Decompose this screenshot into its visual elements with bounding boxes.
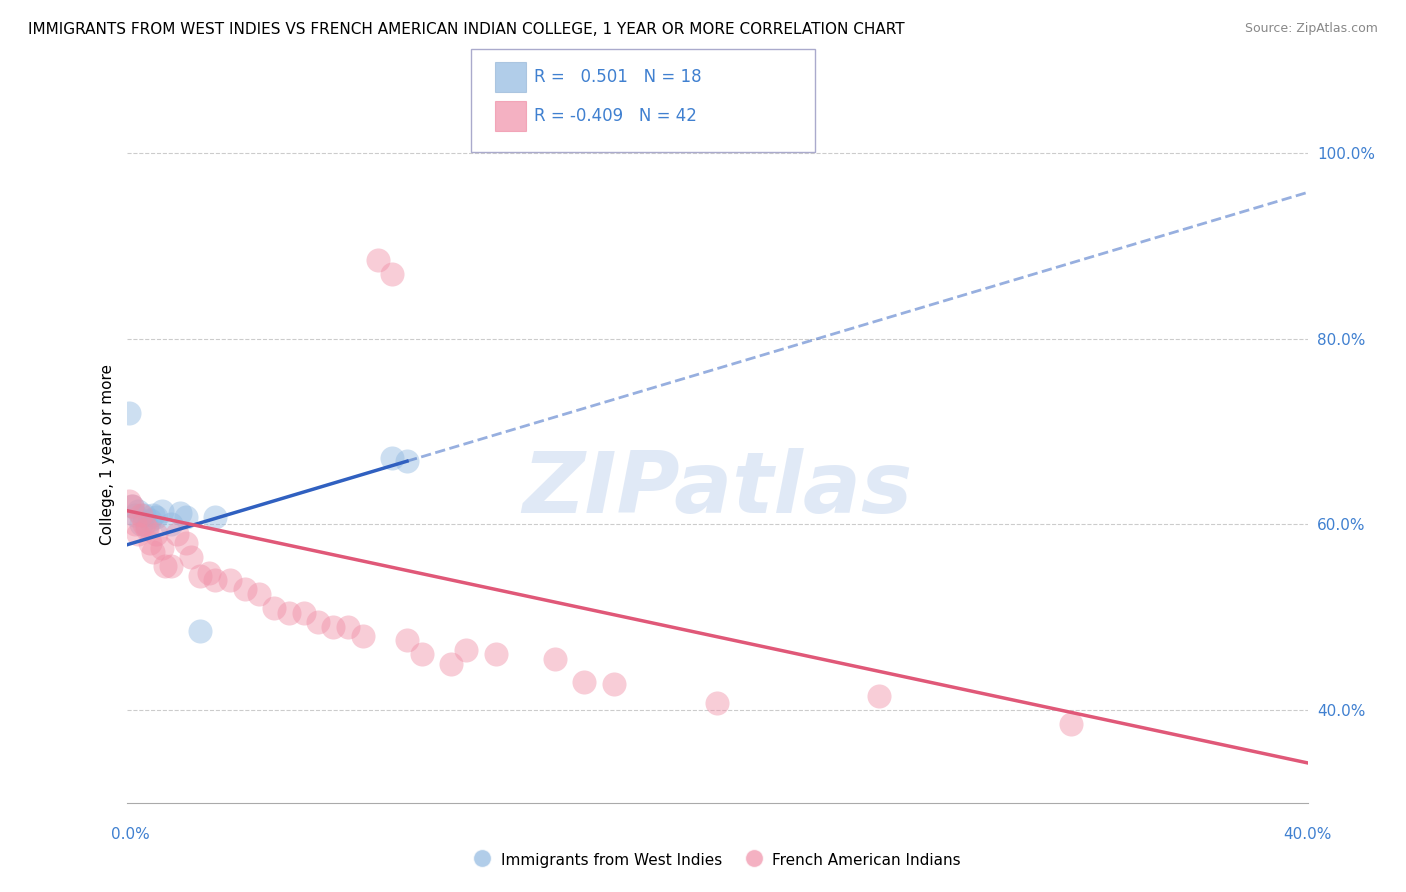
- Point: [352, 629, 374, 643]
- Point: [278, 606, 301, 620]
- Point: [129, 517, 153, 532]
- Text: R =   0.501   N = 18: R = 0.501 N = 18: [534, 68, 702, 86]
- Point: [263, 601, 285, 615]
- Point: [127, 503, 149, 517]
- Point: [574, 675, 596, 690]
- Point: [118, 406, 141, 420]
- Point: [188, 568, 211, 582]
- Point: [381, 267, 404, 281]
- Point: [204, 510, 226, 524]
- Point: [150, 503, 173, 517]
- Point: [169, 507, 191, 521]
- Text: R = -0.409   N = 42: R = -0.409 N = 42: [534, 107, 697, 125]
- Point: [121, 499, 143, 513]
- Point: [134, 508, 156, 523]
- Point: [142, 545, 165, 559]
- Point: [869, 689, 891, 703]
- Point: [142, 508, 165, 523]
- Point: [136, 519, 159, 533]
- Point: [136, 522, 159, 536]
- Legend: Immigrants from West Indies, French American Indians: Immigrants from West Indies, French Amer…: [467, 845, 967, 875]
- Point: [706, 696, 728, 710]
- Point: [198, 566, 221, 580]
- Text: Source: ZipAtlas.com: Source: ZipAtlas.com: [1244, 22, 1378, 36]
- Text: 40.0%: 40.0%: [1284, 827, 1331, 841]
- Point: [121, 499, 143, 513]
- Point: [484, 648, 508, 662]
- Point: [129, 508, 153, 523]
- Point: [440, 657, 463, 671]
- Point: [1060, 717, 1083, 731]
- Point: [396, 633, 419, 648]
- Point: [307, 615, 329, 629]
- Point: [180, 549, 202, 564]
- Point: [543, 652, 565, 666]
- Point: [166, 526, 188, 541]
- Point: [139, 513, 162, 527]
- Point: [381, 450, 404, 465]
- Point: [145, 526, 167, 541]
- Point: [150, 541, 173, 555]
- Point: [219, 573, 242, 587]
- Text: IMMIGRANTS FROM WEST INDIES VS FRENCH AMERICAN INDIAN COLLEGE, 1 YEAR OR MORE CO: IMMIGRANTS FROM WEST INDIES VS FRENCH AM…: [28, 22, 904, 37]
- Point: [127, 526, 149, 541]
- Point: [292, 606, 315, 620]
- Point: [204, 573, 226, 587]
- Point: [337, 619, 360, 633]
- Point: [366, 253, 388, 268]
- Point: [159, 559, 183, 574]
- Point: [134, 517, 156, 532]
- Point: [233, 582, 256, 597]
- Point: [322, 619, 344, 633]
- Point: [159, 517, 183, 532]
- Point: [124, 517, 146, 532]
- Text: 0.0%: 0.0%: [111, 827, 150, 841]
- Point: [124, 508, 146, 523]
- Point: [188, 624, 211, 639]
- Point: [139, 536, 162, 550]
- Point: [454, 642, 477, 657]
- Point: [145, 510, 167, 524]
- Point: [118, 494, 141, 508]
- Point: [174, 536, 197, 550]
- Point: [174, 510, 197, 524]
- Text: ZIPatlas: ZIPatlas: [522, 448, 912, 532]
- Y-axis label: College, 1 year or more: College, 1 year or more: [100, 365, 115, 545]
- Point: [603, 677, 626, 691]
- Point: [247, 587, 270, 601]
- Point: [411, 648, 433, 662]
- Point: [153, 559, 176, 574]
- Point: [396, 454, 419, 468]
